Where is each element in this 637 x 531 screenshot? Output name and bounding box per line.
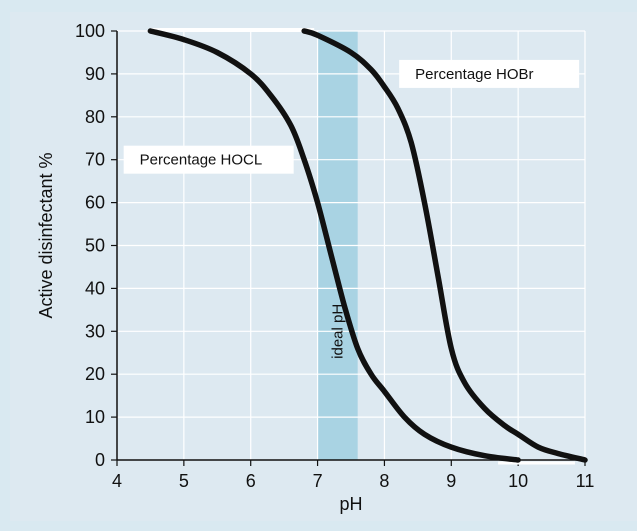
hocl-curve xyxy=(147,28,521,463)
hobr-curve xyxy=(301,28,588,463)
ideal-ph-label: ideal pH xyxy=(330,304,347,359)
x-tick-label: 6 xyxy=(246,471,256,491)
y-tick-label: 50 xyxy=(85,236,105,256)
x-axis-title: pH xyxy=(339,494,362,514)
y-tick-label: 0 xyxy=(95,450,105,470)
x-tick-label: 11 xyxy=(576,471,595,491)
x-tick-label: 4 xyxy=(112,471,122,491)
y-tick-label: 10 xyxy=(85,407,105,427)
series-label-box xyxy=(123,145,294,174)
x-tick-label: 7 xyxy=(313,471,323,491)
x-tick-label: 10 xyxy=(508,471,528,491)
series-label: Percentage HOBr xyxy=(415,66,533,83)
y-tick-label: 70 xyxy=(85,150,105,170)
y-tick-label: 30 xyxy=(85,321,105,341)
x-tick-label: 9 xyxy=(446,471,456,491)
y-tick-label: 20 xyxy=(85,364,105,384)
y-tick-label: 100 xyxy=(75,21,105,41)
y-axis-title: Active disinfectant % xyxy=(36,152,56,318)
y-tick-label: 80 xyxy=(85,107,105,127)
series-label-box xyxy=(399,59,580,88)
y-tick-label: 60 xyxy=(85,193,105,213)
y-tick-label: 90 xyxy=(85,64,105,84)
y-tick-label: 40 xyxy=(85,278,105,298)
x-tick-label: 5 xyxy=(179,471,189,491)
series-label: Percentage HOCL xyxy=(140,152,263,169)
x-tick-label: 8 xyxy=(379,471,389,491)
